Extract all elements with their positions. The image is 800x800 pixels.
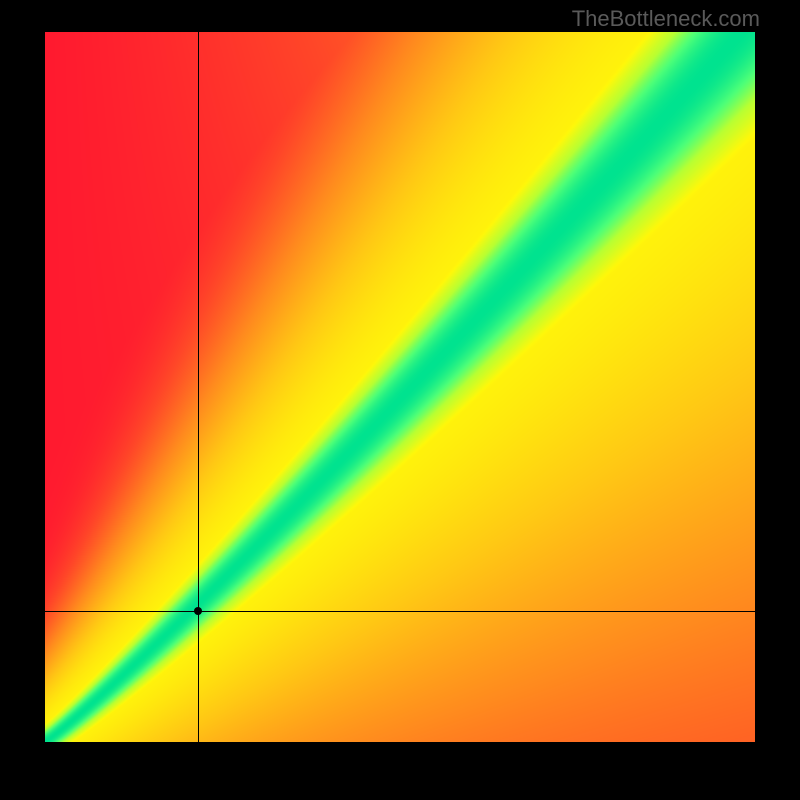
crosshair-vertical [198,32,199,742]
plot-area [45,32,755,742]
crosshair-horizontal [45,611,755,612]
crosshair-marker [194,607,202,615]
watermark-text: TheBottleneck.com [572,6,760,32]
bottleneck-heatmap [45,32,755,742]
